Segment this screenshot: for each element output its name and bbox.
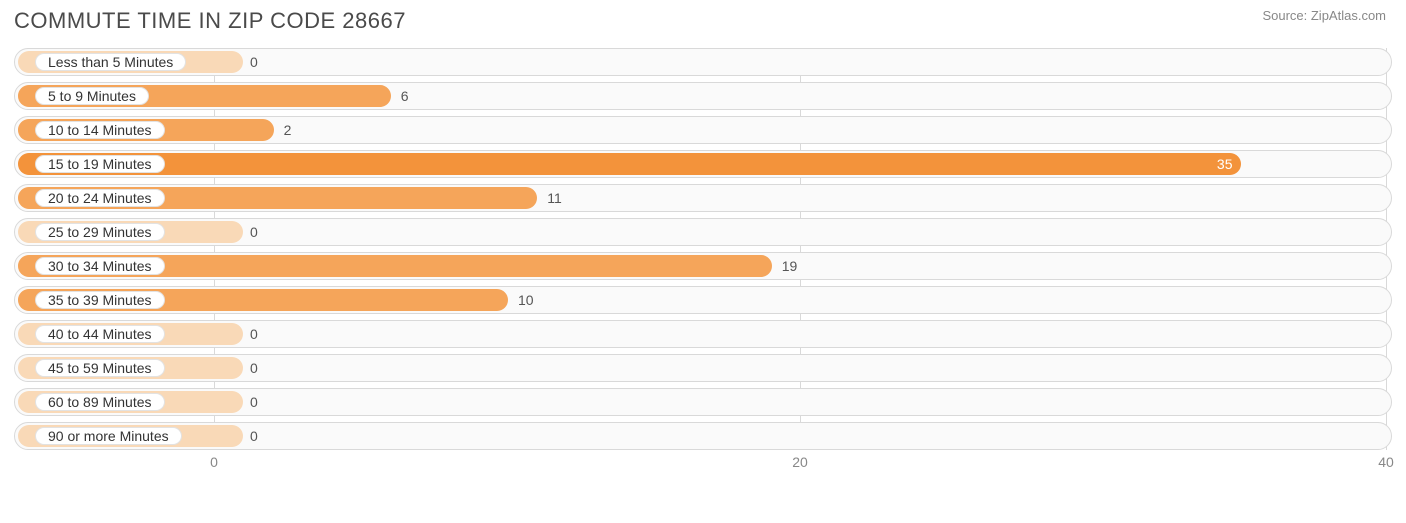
value-label: 19	[782, 253, 798, 279]
category-label: 30 to 34 Minutes	[35, 257, 165, 275]
bar-row: 40 to 44 Minutes 0	[14, 320, 1392, 348]
chart-area: Less than 5 Minutes 0 5 to 9 Minutes 6 10 to…	[0, 38, 1406, 450]
value-label: 0	[250, 355, 258, 381]
value-label: 10	[518, 287, 534, 313]
category-label: 60 to 89 Minutes	[35, 393, 165, 411]
chart-header: COMMUTE TIME IN ZIP CODE 28667 Source: Z…	[0, 0, 1406, 38]
category-label: 15 to 19 Minutes	[35, 155, 165, 173]
category-label: 25 to 29 Minutes	[35, 223, 165, 241]
bar-row: 20 to 24 Minutes 11	[14, 184, 1392, 212]
bar-row: 15 to 19 Minutes 35	[14, 150, 1392, 178]
x-tick: 40	[1378, 454, 1394, 470]
category-label: 10 to 14 Minutes	[35, 121, 165, 139]
bar-row: 30 to 34 Minutes 19	[14, 252, 1392, 280]
x-axis: 0 20 40	[14, 450, 1392, 490]
chart-source: Source: ZipAtlas.com	[1262, 8, 1386, 23]
bar-row: 5 to 9 Minutes 6	[14, 82, 1392, 110]
bar-row: 10 to 14 Minutes 2	[14, 116, 1392, 144]
x-tick: 20	[792, 454, 808, 470]
category-label: 5 to 9 Minutes	[35, 87, 149, 105]
bar-row: 35 to 39 Minutes 10	[14, 286, 1392, 314]
chart-title: COMMUTE TIME IN ZIP CODE 28667	[14, 8, 406, 34]
bar-row: 90 or more Minutes 0	[14, 422, 1392, 450]
bar-row: Less than 5 Minutes 0	[14, 48, 1392, 76]
bar-value-fill	[18, 153, 1241, 175]
value-label: 2	[284, 117, 292, 143]
value-label: 0	[250, 219, 258, 245]
value-label: 11	[547, 185, 562, 211]
value-label: 0	[250, 49, 258, 75]
value-label: 0	[250, 321, 258, 347]
category-label: 40 to 44 Minutes	[35, 325, 165, 343]
bar-row: 45 to 59 Minutes 0	[14, 354, 1392, 382]
category-label: 35 to 39 Minutes	[35, 291, 165, 309]
category-label: 45 to 59 Minutes	[35, 359, 165, 377]
category-label: Less than 5 Minutes	[35, 53, 186, 71]
chart-rows: Less than 5 Minutes 0 5 to 9 Minutes 6 10 to…	[14, 48, 1392, 450]
x-tick: 0	[210, 454, 218, 470]
value-label: 0	[250, 423, 258, 449]
value-label: 6	[401, 83, 409, 109]
bar-row: 25 to 29 Minutes 0	[14, 218, 1392, 246]
category-label: 20 to 24 Minutes	[35, 189, 165, 207]
category-label: 90 or more Minutes	[35, 427, 182, 445]
value-label: 0	[250, 389, 258, 415]
value-label: 35	[1217, 151, 1233, 177]
bar-row: 60 to 89 Minutes 0	[14, 388, 1392, 416]
